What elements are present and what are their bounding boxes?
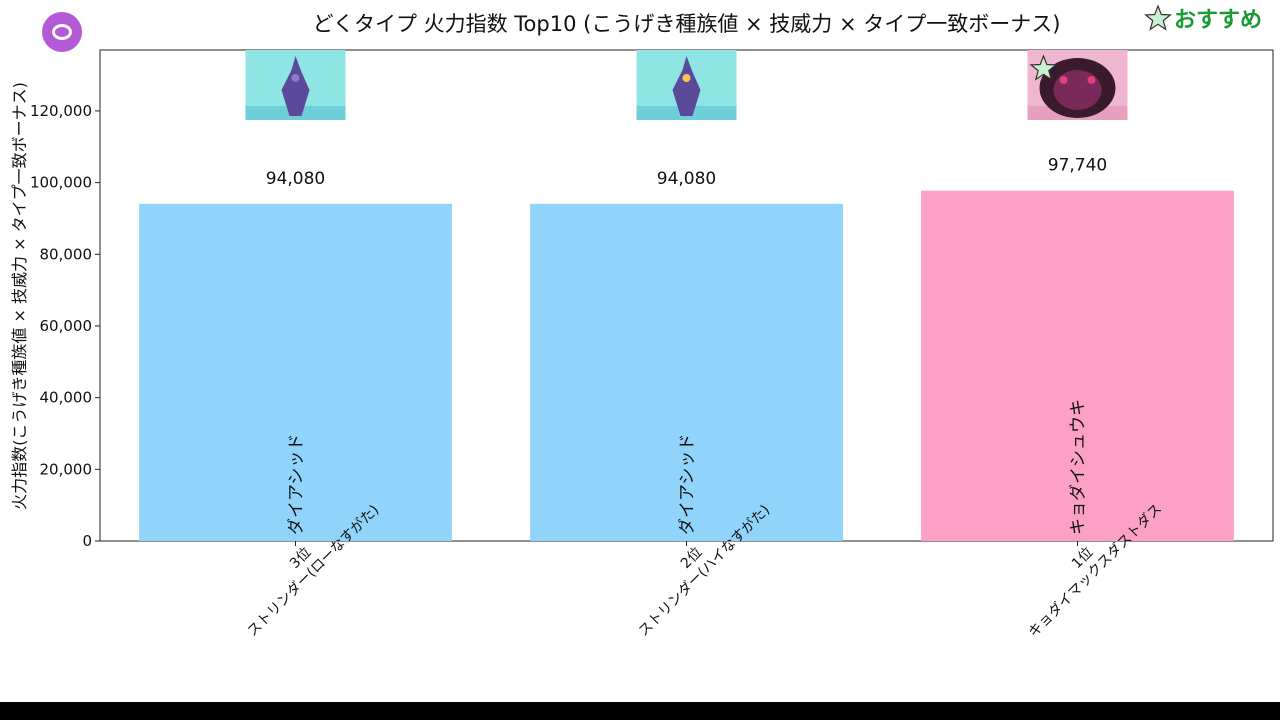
- y-tick-label: 0: [82, 532, 92, 550]
- value-label: 94,080: [657, 169, 716, 189]
- y-tick-label: 20,000: [40, 460, 93, 478]
- bottom-bar: [0, 702, 1280, 720]
- move-label: ダイアシッド: [678, 434, 698, 535]
- y-tick-label: 80,000: [40, 245, 93, 263]
- y-tick-label: 60,000: [40, 317, 93, 335]
- y-tick-label: 40,000: [40, 389, 93, 407]
- recommended-star-icon: [1029, 54, 1058, 81]
- app-logo-icon[interactable]: [42, 12, 82, 52]
- move-label: ダイアシッド: [287, 434, 307, 535]
- value-label: 97,740: [1048, 156, 1107, 176]
- thumbnail-figure-detail: [1053, 70, 1102, 110]
- bar: [139, 203, 452, 542]
- stunfisk-amped-icon: [636, 50, 737, 120]
- chart-title: どくタイプ 火力指数 Top10 (こうげき種族値 × 技威力 × タイプ一致ボ…: [312, 12, 1061, 36]
- y-tick-label: 100,000: [30, 174, 92, 192]
- gmax-garbodor-icon: [1027, 50, 1128, 120]
- y-tick-label: 120,000: [30, 102, 92, 120]
- stunfisk-low-icon: [245, 50, 346, 120]
- recommend-label: おすすめ: [1174, 8, 1263, 33]
- move-label: キョダイシュウキ: [1069, 399, 1089, 535]
- thumbnail-figure-eye: [1087, 76, 1096, 84]
- recommend-legend: おすすめ: [1144, 2, 1262, 34]
- star-icon: [1144, 4, 1172, 31]
- bar: [530, 203, 843, 542]
- thumbnail-figure: [281, 56, 310, 116]
- thumbnail-figure-detail: [682, 74, 691, 82]
- thumbnail-figure: [672, 56, 701, 116]
- bar: [921, 190, 1234, 541]
- thumbnail-figure-eye: [1059, 76, 1068, 84]
- thumbnail-figure-detail: [291, 74, 300, 82]
- value-label: 94,080: [266, 169, 325, 189]
